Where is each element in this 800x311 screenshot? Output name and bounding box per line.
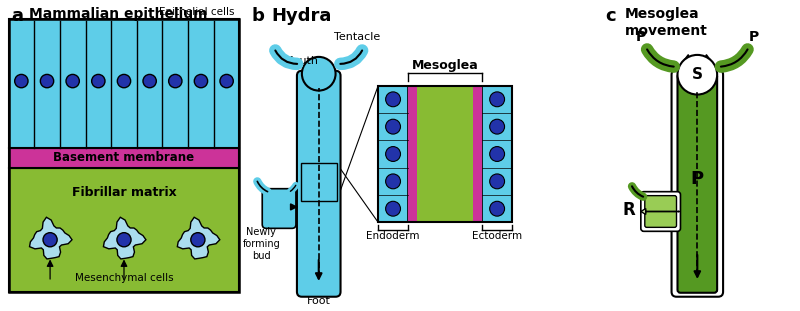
Text: Newly
forming
bud: Newly forming bud bbox=[242, 227, 280, 261]
FancyBboxPatch shape bbox=[671, 70, 723, 297]
Bar bbox=[482, 86, 512, 222]
Bar bbox=[408, 86, 417, 222]
Circle shape bbox=[490, 201, 505, 216]
FancyArrowPatch shape bbox=[290, 185, 296, 191]
Text: Mouth: Mouth bbox=[283, 56, 318, 66]
Bar bbox=[417, 86, 474, 222]
Text: Foot: Foot bbox=[306, 296, 330, 306]
Circle shape bbox=[386, 174, 401, 189]
Text: Mesoglea
movement: Mesoglea movement bbox=[625, 7, 708, 38]
FancyBboxPatch shape bbox=[262, 189, 296, 228]
Circle shape bbox=[191, 233, 205, 247]
Text: Mammalian epithelium: Mammalian epithelium bbox=[30, 7, 208, 21]
Text: Ectoderm: Ectoderm bbox=[472, 231, 522, 241]
Bar bbox=[474, 86, 482, 222]
Text: Hydra: Hydra bbox=[271, 7, 331, 25]
FancyBboxPatch shape bbox=[641, 192, 681, 231]
Bar bbox=[9, 19, 239, 292]
Bar bbox=[9, 148, 239, 168]
Circle shape bbox=[490, 92, 505, 107]
Text: Mesoglea: Mesoglea bbox=[412, 59, 478, 72]
Circle shape bbox=[169, 74, 182, 88]
FancyArrowPatch shape bbox=[647, 49, 674, 67]
FancyArrowPatch shape bbox=[258, 181, 267, 192]
FancyArrowPatch shape bbox=[721, 49, 747, 67]
Circle shape bbox=[386, 119, 401, 134]
Circle shape bbox=[92, 74, 105, 88]
Text: c: c bbox=[605, 7, 616, 25]
Text: P: P bbox=[749, 30, 759, 44]
Circle shape bbox=[490, 146, 505, 161]
Text: Epithelial cells: Epithelial cells bbox=[159, 7, 234, 17]
Polygon shape bbox=[178, 217, 220, 259]
Text: Endoderm: Endoderm bbox=[366, 231, 420, 241]
Circle shape bbox=[678, 55, 717, 95]
Circle shape bbox=[43, 233, 57, 247]
Circle shape bbox=[117, 233, 131, 247]
FancyBboxPatch shape bbox=[678, 74, 717, 293]
Bar bbox=[9, 168, 239, 292]
Circle shape bbox=[386, 146, 401, 161]
Bar bbox=[378, 86, 408, 222]
FancyArrow shape bbox=[641, 208, 677, 215]
Circle shape bbox=[302, 57, 335, 91]
FancyArrowPatch shape bbox=[632, 186, 643, 197]
Text: Mesenchymal cells: Mesenchymal cells bbox=[74, 273, 174, 283]
FancyBboxPatch shape bbox=[645, 196, 677, 227]
Circle shape bbox=[194, 74, 208, 88]
Bar bbox=[378, 86, 512, 222]
Text: P: P bbox=[690, 170, 704, 188]
Circle shape bbox=[118, 74, 130, 88]
Circle shape bbox=[14, 74, 28, 88]
Circle shape bbox=[386, 201, 401, 216]
Text: S: S bbox=[692, 67, 703, 82]
FancyBboxPatch shape bbox=[297, 71, 341, 297]
Text: Tentacle: Tentacle bbox=[334, 32, 381, 42]
Text: P: P bbox=[636, 30, 646, 44]
Text: R: R bbox=[622, 201, 635, 219]
Circle shape bbox=[66, 74, 79, 88]
Text: b: b bbox=[251, 7, 264, 25]
Circle shape bbox=[143, 74, 156, 88]
Circle shape bbox=[40, 74, 54, 88]
Text: Fibrillar matrix: Fibrillar matrix bbox=[72, 186, 176, 199]
Circle shape bbox=[220, 74, 234, 88]
Circle shape bbox=[386, 92, 401, 107]
Text: a: a bbox=[11, 7, 23, 25]
Circle shape bbox=[490, 119, 505, 134]
Bar bbox=[9, 19, 239, 148]
FancyArrowPatch shape bbox=[340, 50, 362, 64]
Circle shape bbox=[490, 174, 505, 189]
Bar bbox=[301, 163, 337, 201]
Text: Basement membrane: Basement membrane bbox=[54, 151, 194, 165]
Polygon shape bbox=[30, 217, 72, 259]
FancyArrowPatch shape bbox=[275, 50, 297, 64]
Polygon shape bbox=[103, 217, 146, 259]
